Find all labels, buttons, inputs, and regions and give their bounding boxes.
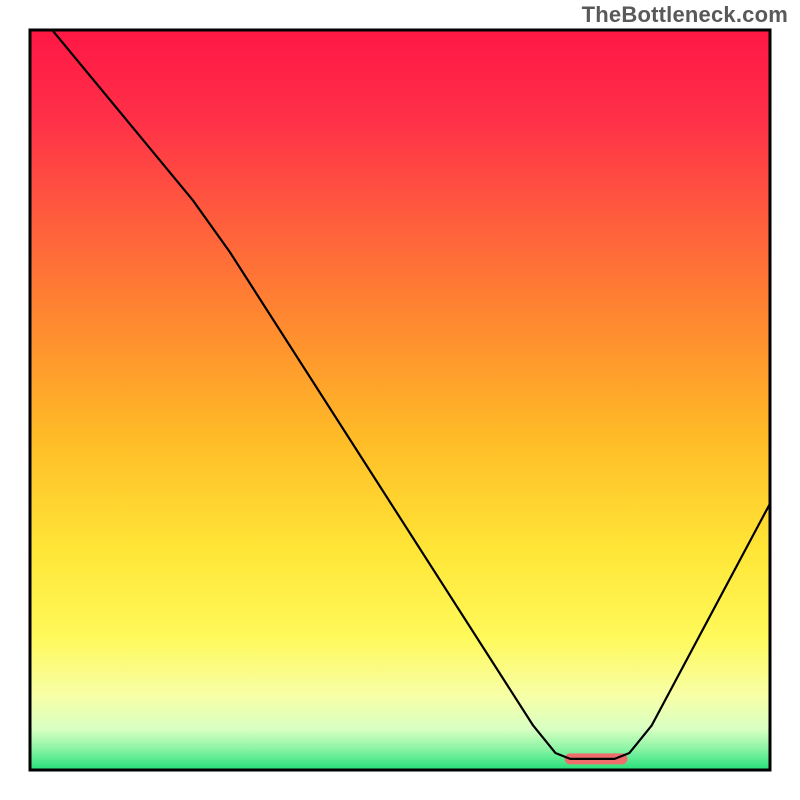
chart-container: TheBottleneck.com — [0, 0, 800, 800]
attribution-label: TheBottleneck.com — [582, 2, 788, 28]
plot-background — [30, 30, 770, 770]
bottleneck-chart — [0, 0, 800, 800]
